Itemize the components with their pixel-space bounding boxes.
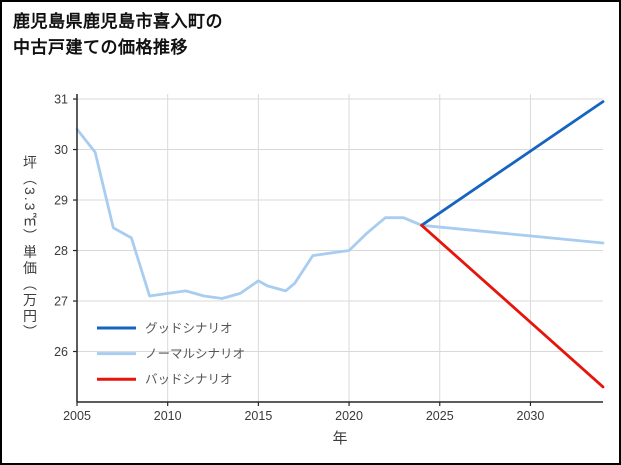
y-tick-label: 26 — [54, 345, 68, 359]
x-tick-label: 2020 — [335, 409, 363, 423]
x-tick-label: 2030 — [517, 409, 545, 423]
y-axis-label: 坪（3.3㎡）単価（万円） — [22, 155, 38, 341]
series-line-good — [420, 100, 605, 227]
series-line-normal — [75, 127, 605, 300]
x-tick-label: 2015 — [244, 409, 272, 423]
x-axis-label: 年 — [332, 430, 348, 447]
chart-title: 鹿児島県鹿児島市喜入町の 中古戸建ての価格推移 — [13, 9, 223, 62]
chart-title-line2: 中古戸建ての価格推移 — [13, 38, 188, 58]
legend-label-good: グッドシナリオ — [145, 322, 233, 336]
series-line-bad — [420, 223, 605, 389]
x-tick-label: 2025 — [426, 409, 454, 423]
x-tick-label: 2010 — [154, 409, 182, 423]
chart-title-line1: 鹿児島県鹿児島市喜入町の — [13, 12, 223, 31]
legend-label-normal: ノーマルシナリオ — [145, 347, 245, 361]
y-axis-label-container: 坪（3.3㎡）単価（万円） — [16, 94, 44, 402]
y-tick-label: 30 — [54, 143, 68, 157]
x-tick-label: 2005 — [63, 409, 91, 423]
legend-label-bad: バッドシナリオ — [145, 373, 233, 387]
y-tick-label: 31 — [54, 93, 68, 107]
y-tick-label: 29 — [54, 194, 68, 208]
y-tick-label: 28 — [54, 244, 68, 258]
y-tick-label: 27 — [54, 295, 68, 309]
